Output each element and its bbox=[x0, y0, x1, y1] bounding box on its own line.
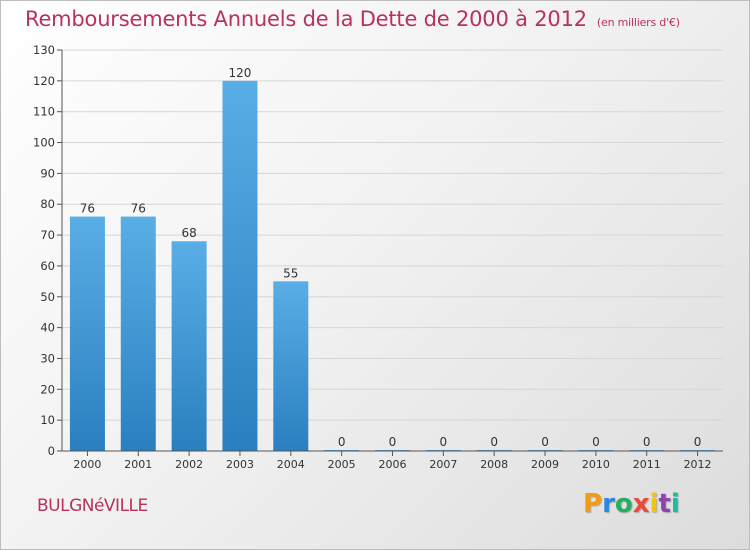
x-tick-label: 2001 bbox=[124, 458, 152, 471]
x-tick-label: 2012 bbox=[684, 458, 712, 471]
data-label: 0 bbox=[541, 435, 549, 449]
data-label: 0 bbox=[440, 435, 448, 449]
y-tick-label: 130 bbox=[33, 43, 55, 57]
logo-letter: i bbox=[670, 489, 680, 519]
bar-2002 bbox=[171, 241, 207, 451]
y-tick-label: 10 bbox=[40, 413, 55, 427]
x-tick-label: 2003 bbox=[226, 458, 254, 471]
y-tick-label: 60 bbox=[40, 259, 55, 273]
x-tick-label: 2010 bbox=[582, 458, 610, 471]
data-label: 0 bbox=[592, 435, 600, 449]
y-tick-label: 70 bbox=[40, 228, 55, 242]
y-tick-label: 80 bbox=[40, 197, 55, 211]
y-tick-label: 90 bbox=[40, 166, 55, 180]
data-label: 120 bbox=[229, 66, 252, 80]
location-name: BULGNéVILLE bbox=[37, 496, 148, 516]
bar-2001 bbox=[120, 216, 156, 451]
bar-2003 bbox=[222, 80, 258, 451]
y-tick-label: 110 bbox=[33, 105, 55, 119]
y-tick-label: 50 bbox=[40, 290, 55, 304]
x-tick-label: 2006 bbox=[379, 458, 407, 471]
x-tick-label: 2002 bbox=[175, 458, 203, 471]
data-label: 76 bbox=[80, 202, 95, 216]
chart-title: Remboursements Annuels de la Dette de 20… bbox=[25, 7, 680, 31]
logo-letter: i bbox=[649, 489, 659, 519]
data-label: 0 bbox=[643, 435, 651, 449]
y-tick-label: 40 bbox=[40, 321, 55, 335]
data-label: 0 bbox=[490, 435, 498, 449]
logo-letter: t bbox=[658, 489, 671, 519]
data-label: 0 bbox=[389, 435, 397, 449]
bar-2004 bbox=[273, 281, 309, 451]
y-tick-label: 0 bbox=[48, 444, 55, 458]
data-label: 68 bbox=[181, 226, 196, 240]
logo-letter: r bbox=[602, 489, 615, 519]
logo-letter: o bbox=[614, 489, 633, 519]
x-tick-label: 2007 bbox=[429, 458, 457, 471]
chart-title-text: Remboursements Annuels de la Dette de 20… bbox=[25, 7, 587, 31]
x-tick-label: 2000 bbox=[73, 458, 101, 471]
x-tick-label: 2005 bbox=[328, 458, 356, 471]
proxiti-logo: Proxiti bbox=[583, 489, 680, 519]
x-tick-label: 2009 bbox=[531, 458, 559, 471]
bar-2000 bbox=[69, 216, 105, 451]
y-tick-label: 20 bbox=[40, 382, 55, 396]
logo-letter: P bbox=[583, 489, 603, 519]
data-label: 76 bbox=[131, 202, 146, 216]
data-label: 55 bbox=[283, 266, 298, 280]
chart-subtitle: (en milliers d'€) bbox=[596, 16, 680, 29]
y-tick-label: 30 bbox=[40, 351, 55, 365]
logo-letter: x bbox=[632, 489, 650, 519]
data-label: 0 bbox=[694, 435, 702, 449]
y-tick-label: 120 bbox=[33, 74, 55, 88]
x-tick-label: 2011 bbox=[633, 458, 661, 471]
data-label: 0 bbox=[338, 435, 346, 449]
x-tick-label: 2004 bbox=[277, 458, 305, 471]
x-tick-label: 2008 bbox=[480, 458, 508, 471]
y-tick-label: 100 bbox=[33, 136, 55, 150]
